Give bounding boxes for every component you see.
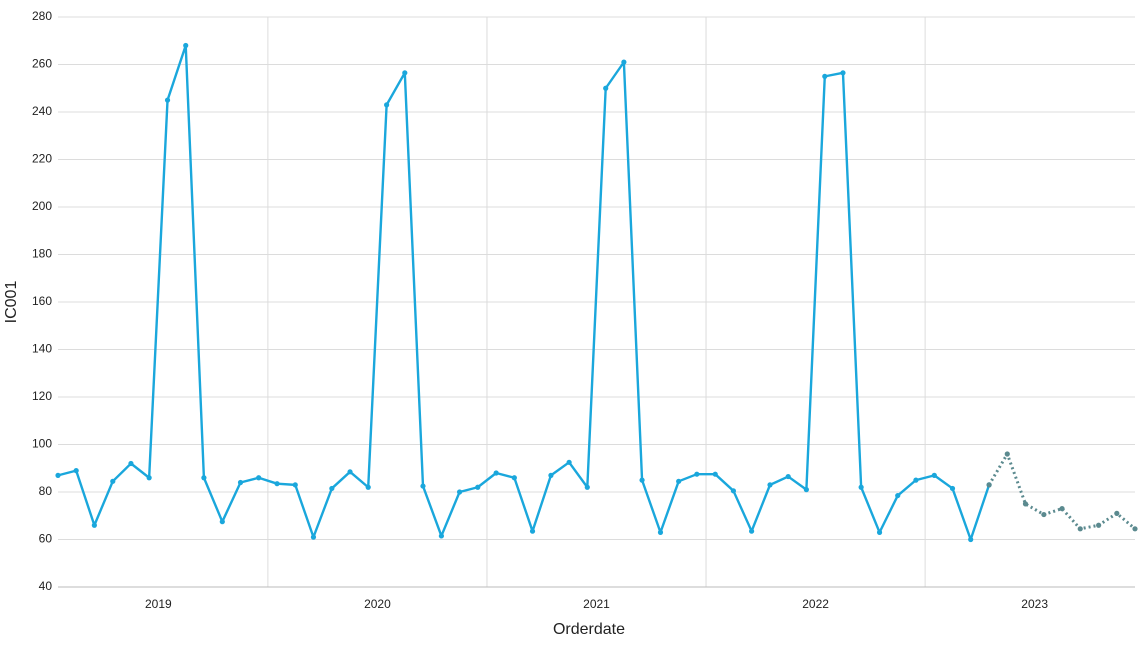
data-point [219,519,225,525]
y-tick-label: 140 [32,342,52,356]
data-point [931,472,937,478]
data-point [292,482,298,488]
data-point [237,479,244,486]
data-point [876,529,883,535]
data-point [584,484,590,490]
data-point [402,70,408,76]
data-point [55,472,61,478]
data-point [1004,451,1010,457]
data-point [1059,506,1065,512]
data-point [1114,510,1120,516]
data-point [621,59,627,65]
data-point [949,485,956,492]
data-point [913,477,919,483]
data-point [1096,522,1102,528]
y-tick-label: 100 [32,437,52,451]
x-tick-label: 2023 [1021,597,1048,611]
series-line [57,44,991,541]
data-point [803,487,809,493]
y-tick-label: 40 [39,579,53,593]
x-tick-label: 2022 [802,597,829,611]
data-point [1022,501,1029,507]
data-point [566,459,572,465]
data-point [603,85,609,91]
data-point [858,484,864,490]
x-tick-label: 2020 [364,597,391,611]
x-tick-label: 2019 [145,597,172,611]
series-line [987,452,1136,531]
y-tick-label: 180 [32,247,52,261]
data-point [256,475,262,481]
y-tick-label: 60 [39,532,53,546]
data-point [128,460,134,467]
y-tick-label: 80 [39,484,53,498]
data-point [730,488,737,494]
data-point [511,475,517,481]
x-tick-label: 2021 [583,597,610,611]
data-point [365,484,371,490]
data-point [438,533,444,539]
data-point [183,42,189,49]
data-point [73,468,79,474]
data-point [895,492,901,499]
x-axis-title: Orderdate [553,621,625,638]
data-point [475,484,481,490]
y-axis-title: IC001 [3,281,20,324]
data-point [1077,526,1083,532]
data-point [676,478,682,484]
y-tick-label: 260 [32,57,52,71]
data-point [310,534,317,540]
data-point [785,473,791,480]
data-point [840,70,846,76]
data-point [384,102,390,108]
data-point [347,469,353,475]
data-point [657,529,664,535]
data-point [1132,526,1138,532]
y-tick-label: 240 [32,104,52,118]
data-point [456,489,463,495]
data-point [694,471,700,477]
y-tick-label: 160 [32,294,52,308]
data-point [548,472,554,478]
y-tick-label: 220 [32,152,52,166]
y-tick-label: 120 [32,389,52,403]
data-point [1041,511,1047,518]
data-point [986,482,992,488]
y-tick-label: 280 [32,9,52,23]
data-point [712,471,718,477]
y-tick-label: 200 [32,199,52,213]
data-point [420,483,426,489]
data-point [639,477,645,483]
data-point [91,522,97,528]
data-point [201,475,207,481]
data-point [274,481,280,487]
data-point [493,470,499,476]
data-point [529,528,536,534]
data-point [164,97,171,103]
data-point [146,475,152,481]
data-point [110,478,116,484]
data-point [822,73,828,79]
data-point [767,482,773,488]
data-point [968,536,974,543]
data-point [749,528,755,534]
data-point [329,485,335,492]
